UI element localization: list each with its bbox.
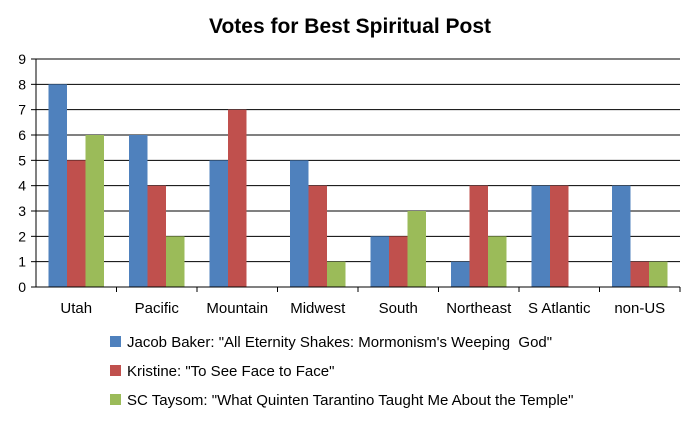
y-tick-label: 5 [18, 152, 26, 168]
bar [451, 261, 470, 287]
legend-swatch [110, 365, 121, 376]
x-tick-label: South [379, 300, 418, 317]
bar [85, 135, 104, 287]
bar [166, 236, 185, 287]
x-tick-label: S Atlantic [528, 300, 591, 317]
y-tick-label: 1 [18, 254, 26, 270]
x-tick-label: Midwest [290, 300, 346, 317]
bar [649, 261, 668, 287]
bar [290, 160, 309, 287]
bar [48, 84, 67, 287]
y-tick-label: 3 [18, 203, 26, 219]
x-tick-label: Northeast [446, 300, 512, 317]
chart-title: Votes for Best Spiritual Post [209, 15, 491, 38]
bar [209, 160, 228, 287]
legend-label: Kristine: "To See Face to Face" [127, 363, 334, 380]
legend-swatch [110, 394, 121, 405]
bar [550, 185, 569, 287]
y-axis-ticks: 0 1 2 3 4 5 6 7 8 9 [18, 51, 36, 295]
bar [531, 185, 550, 287]
bar [612, 185, 631, 287]
bar [389, 236, 408, 287]
bar [469, 185, 488, 287]
bar [308, 185, 327, 287]
bar [129, 135, 148, 287]
y-tick-label: 8 [18, 76, 26, 92]
y-tick-label: 6 [18, 127, 26, 143]
legend-swatch [110, 336, 121, 347]
y-tick-label: 0 [18, 279, 26, 295]
x-tick-label: Mountain [206, 300, 268, 317]
legend-label: SC Taysom: "What Quinten Tarantino Taugh… [127, 392, 573, 409]
x-tick-label: non-US [614, 300, 665, 317]
y-tick-label: 7 [18, 102, 26, 118]
legend: Jacob Baker: "All Eternity Shakes: Mormo… [110, 334, 573, 409]
y-tick-label: 4 [18, 178, 26, 194]
y-tick-label: 2 [18, 228, 26, 244]
legend-label: Jacob Baker: "All Eternity Shakes: Mormo… [127, 334, 552, 351]
bar [228, 109, 247, 288]
x-tick-label: Pacific [135, 300, 180, 317]
bar [488, 236, 507, 287]
bar [630, 261, 649, 287]
bar [147, 185, 166, 287]
bars [48, 84, 668, 288]
y-tick-label: 9 [18, 51, 26, 67]
x-tick-label: Utah [60, 300, 92, 317]
x-axis-labels: Utah Pacific Mountain Midwest South Northeast… [60, 300, 665, 317]
bar [67, 160, 86, 287]
bar [407, 211, 426, 287]
bar [370, 236, 389, 287]
bar [327, 261, 346, 287]
axes [35, 59, 681, 292]
